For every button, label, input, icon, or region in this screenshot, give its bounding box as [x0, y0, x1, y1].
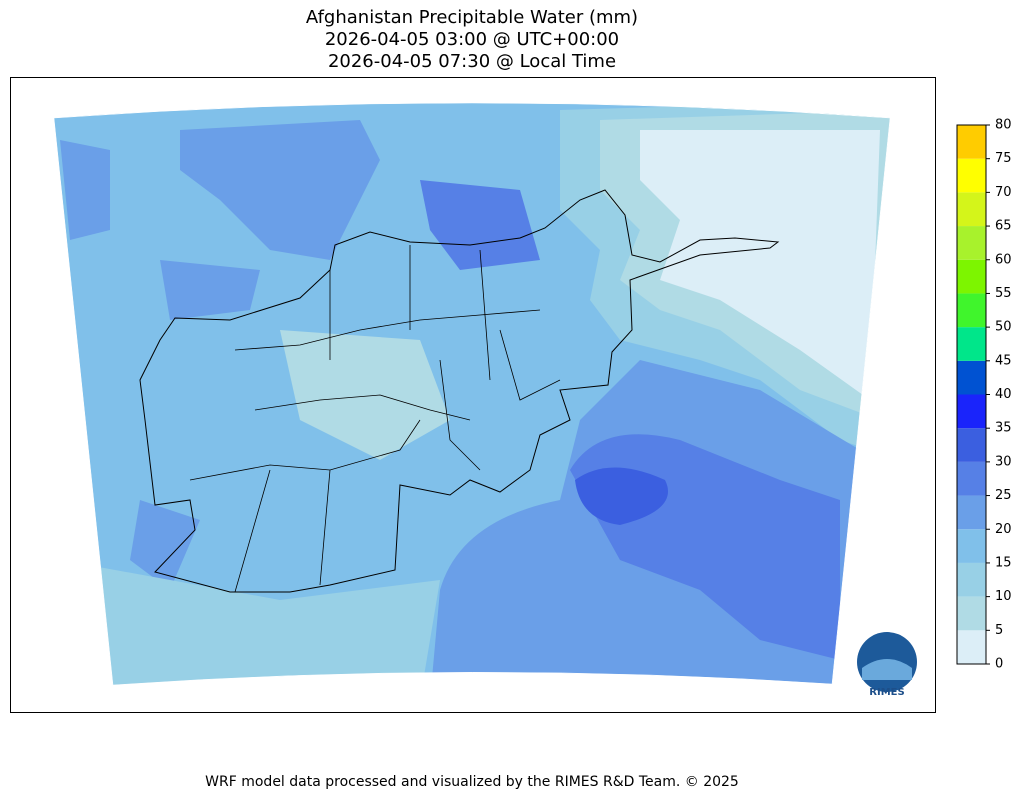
colorbar-tick-label: 30 — [995, 454, 1012, 469]
colorbar-bin — [957, 562, 986, 597]
colorbar-bin — [957, 158, 986, 193]
map-edge — [53, 102, 891, 686]
title-line: 2026-04-05 07:30 @ Local Time — [328, 51, 616, 72]
colorbar-bin — [957, 360, 986, 395]
colorbar-tick-label: 75 — [995, 151, 1012, 166]
title-line: Afghanistan Precipitable Water (mm) — [306, 7, 638, 28]
colorbar-bin — [957, 495, 986, 530]
colorbar-bin — [957, 630, 986, 664]
colorbar-bin — [957, 596, 986, 631]
colorbar-tick-label: 55 — [995, 286, 1012, 301]
colorbar-bin — [957, 327, 986, 361]
colorbar-tick-label: 35 — [995, 421, 1012, 436]
colorbar-bin — [957, 192, 986, 227]
colorbar-tick-label: 40 — [995, 387, 1012, 402]
colorbar-tick-label: 70 — [995, 185, 1012, 200]
colorbar-tick-label: 0 — [995, 657, 1003, 672]
colorbar-bin — [957, 394, 986, 429]
precip-field — [54, 103, 890, 685]
colorbar-tick-label: 65 — [995, 219, 1012, 234]
colorbar-tick-label: 80 — [995, 118, 1012, 133]
footer: WRF model data processed and visualized … — [205, 774, 739, 790]
colorbar-tick-label: 45 — [995, 353, 1012, 368]
colorbar-tick-label: 10 — [995, 589, 1012, 604]
title-line: 2026-04-05 03:00 @ UTC+00:00 — [325, 29, 619, 50]
colorbar-bin — [957, 461, 986, 496]
province-borders — [189, 245, 561, 593]
colorbar-bin — [957, 428, 986, 462]
title: Afghanistan Precipitable Water (mm) 2026… — [306, 7, 638, 72]
colorbar-bin — [957, 293, 986, 328]
colorbar-tick-label: 60 — [995, 252, 1012, 267]
colorbar-tick-label: 50 — [995, 320, 1012, 335]
colorbar-bin — [957, 529, 986, 563]
colorbar-tick-label: 15 — [995, 555, 1012, 570]
colorbar-bin — [957, 125, 986, 159]
colorbar-tick-label: 5 — [995, 623, 1003, 638]
colorbar-tick-label: 25 — [995, 488, 1012, 503]
colorbar-bin — [957, 259, 986, 294]
colorbar-tick-label: 20 — [995, 522, 1012, 537]
country-border — [139, 189, 780, 593]
colorbar: 0 5 10 15 20 25 30 35 40 45 50 55 60 65 70 75 80 — [956, 118, 1012, 672]
logo: RIMES — [857, 632, 917, 698]
colorbar-bin — [957, 226, 986, 260]
logo-text: RIMES — [869, 687, 904, 698]
